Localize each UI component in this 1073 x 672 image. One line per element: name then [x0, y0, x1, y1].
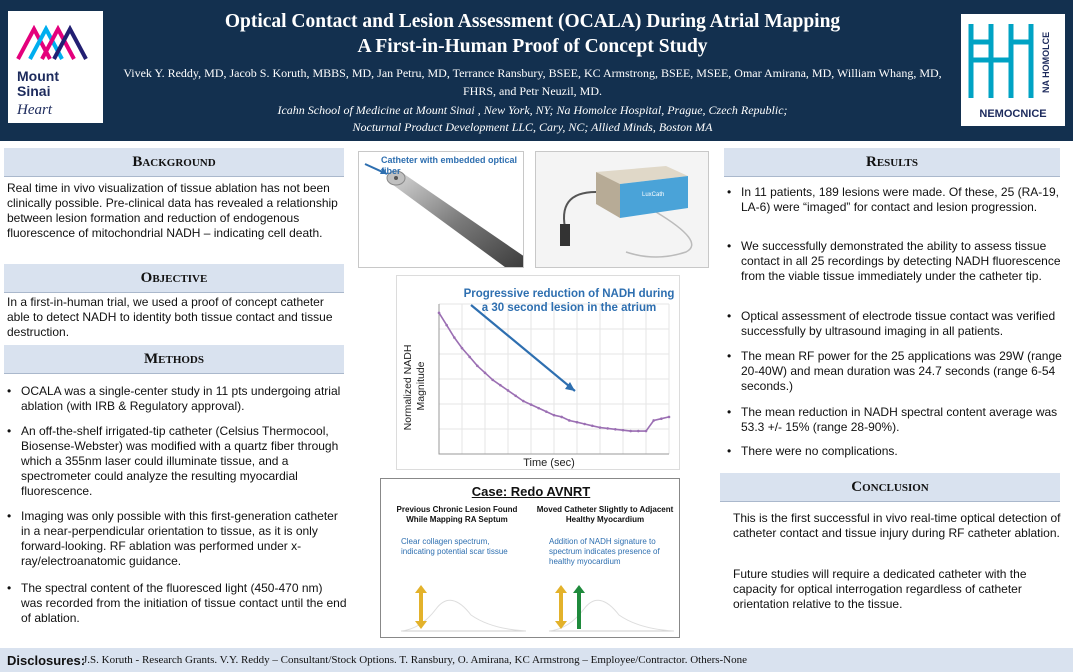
case-left-title: Previous Chronic Lesion Found While Mapp… — [396, 505, 518, 524]
affiliation-line1: Icahn School of Medicine at Mount Sinai … — [277, 103, 788, 117]
device-brand-label: LuxCath — [642, 192, 665, 198]
methods-bullet-2: An off-the-shelf irrigated-tip catheter … — [7, 424, 347, 499]
nadh-data-point — [652, 419, 655, 422]
poster-title-line1: Optical Contact and Lesion Assessment (O… — [110, 10, 955, 33]
disclosures-text: J.S. Koruth - Research Grants. V.Y. Redd… — [83, 654, 748, 666]
background-text: Real time in vivo visualization of tissu… — [7, 181, 338, 240]
methods-bullet-4: The spectral content of the fluoresced l… — [7, 581, 347, 626]
nadh-data-point — [552, 413, 556, 417]
case-avnrt-box: Case: Redo AVNRT Previous Chronic Lesion… — [380, 478, 680, 638]
methods-bullet-1: OCALA was a single-center study in 11 pt… — [7, 384, 347, 414]
device-photo: LuxCath — [535, 151, 709, 268]
case-left-note: Clear collagen spectrum, indicating pote… — [401, 537, 508, 556]
nadh-chart: Progressive reduction of NADH during a 3… — [396, 275, 680, 470]
objective-heading: Objective — [4, 264, 344, 293]
left-spectrum-plot — [400, 585, 527, 632]
na-homolce-side-text: NA HOMOLCE — [1041, 31, 1051, 93]
nadh-data-point — [667, 415, 671, 419]
affiliation-line2: Nocturnal Product Development LLC, Cary,… — [352, 120, 713, 134]
nadh-data-point — [545, 410, 548, 413]
nadh-data-point — [491, 378, 494, 382]
logo-word-sinai: Sinai — [17, 83, 51, 99]
title-text-2: A First-in-Human Proof of Concept Study — [357, 36, 708, 57]
conclusion-text-1: This is the first successful in vivo rea… — [733, 511, 1061, 540]
conclusion-text-2: Future studies will require a dedicated … — [733, 567, 1027, 611]
nadh-data-point — [568, 419, 571, 422]
nadh-data-point — [598, 426, 602, 429]
na-homolce-h-icon — [968, 24, 1034, 98]
results-bullet-6: There were no complications. — [727, 444, 1067, 459]
logo-word-heart: Heart — [17, 102, 52, 118]
luxcath-device-image — [536, 152, 708, 267]
nadh-data-point — [591, 424, 594, 428]
author-list: Vivek Y. Reddy, MD, Jacob S. Koruth, MBB… — [123, 66, 942, 98]
chart-grid — [438, 303, 670, 455]
nadh-data-point — [621, 428, 625, 432]
catheter-label: Catheter with embedded optical fiber — [381, 155, 518, 176]
disclosures-label: Disclosures: — [7, 653, 86, 668]
nadh-data-point — [514, 394, 517, 398]
nadh-data-point — [522, 399, 525, 403]
nadh-data-point — [637, 429, 640, 433]
nadh-data-point — [660, 417, 663, 421]
catheter-photo: Catheter with embedded optical fiber — [358, 151, 524, 268]
catheter-image — [364, 163, 523, 267]
nemocnice-text: NEMOCNICE — [979, 108, 1047, 120]
chart-y-label: Normalized NADH Magnitude — [402, 342, 427, 431]
nadh-data-point — [560, 415, 563, 419]
nadh-data-point — [644, 429, 648, 433]
results-bullet-4: The mean RF power for the 25 application… — [727, 349, 1067, 394]
results-bullet-1: In 11 patients, 189 lesions were made. O… — [727, 185, 1067, 215]
trend-arrow — [470, 304, 576, 392]
nadh-data-point — [606, 427, 609, 430]
disclosures-bar: Disclosures: J.S. Koruth - Research Gran… — [0, 648, 1073, 672]
nadh-data-point — [575, 420, 579, 424]
nadh-data-point — [468, 355, 471, 359]
nadh-data-point — [629, 429, 632, 433]
na-homolce-logo: NA HOMOLCE NEMOCNICE — [961, 14, 1065, 126]
case-right-title: Moved Catheter Slightly to Adjacent Heal… — [536, 505, 674, 524]
nadh-data-point — [483, 371, 487, 375]
chart-y-label-line2: Magnitude — [415, 361, 427, 410]
results-bullet-5: The mean reduction in NADH spectral cont… — [727, 405, 1067, 435]
objective-text: In a first-in-human trial, we used a pro… — [7, 295, 333, 339]
chart-axes — [438, 304, 669, 455]
trend-arrowhead — [565, 382, 575, 391]
right-spectrum-plot — [548, 585, 675, 632]
results-bullet-3: Optical assessment of electrode tissue c… — [727, 309, 1067, 339]
results-bullet-2: We successfully demonstrated the ability… — [727, 239, 1067, 284]
chart-title-line1: Progressive reduction of NADH during — [464, 288, 675, 300]
nadh-data-point — [476, 364, 479, 368]
chart-y-label-line1: Normalized NADH — [402, 345, 414, 431]
nadh-data-point — [614, 427, 617, 431]
nadh-data-point — [529, 403, 533, 406]
title-text-1: Optical Contact and Lesion Assessment (O… — [224, 11, 841, 32]
methods-heading: Methods — [4, 345, 344, 374]
case-title: Case: Redo AVNRT — [471, 484, 591, 499]
nadh-data-point — [460, 346, 464, 350]
nadh-chart-svg: Progressive reduction of NADH during a 3… — [402, 288, 675, 469]
nadh-data-point — [445, 323, 448, 327]
nadh-data-point — [499, 383, 502, 387]
background-heading: Background — [4, 148, 344, 177]
mount-sinai-logo: Mount Sinai Heart — [8, 11, 103, 123]
case-right-note: Addition of NADH signature to spectrum i… — [549, 537, 660, 566]
poster-title-line2: A First-in-Human Proof of Concept Study — [110, 35, 955, 58]
poster-header: Mount Sinai Heart Optical Contact and Le… — [0, 0, 1073, 141]
chart-x-label: Time (sec) — [523, 457, 575, 469]
nadh-data-point — [583, 422, 586, 426]
conclusion-heading: Conclusion — [720, 473, 1060, 502]
logo-word-mount: Mount — [17, 68, 59, 84]
nadh-data-point — [453, 336, 456, 339]
nadh-data-point — [506, 389, 510, 392]
nadh-data-point — [437, 311, 441, 315]
methods-bullet-3: Imaging was only possible with this firs… — [7, 509, 347, 569]
mount-sinai-mark-icon — [16, 24, 88, 60]
results-heading: Results — [724, 148, 1060, 177]
chart-title-line2: a 30 second lesion in the atrium — [482, 302, 656, 314]
nadh-data-point — [537, 406, 540, 410]
